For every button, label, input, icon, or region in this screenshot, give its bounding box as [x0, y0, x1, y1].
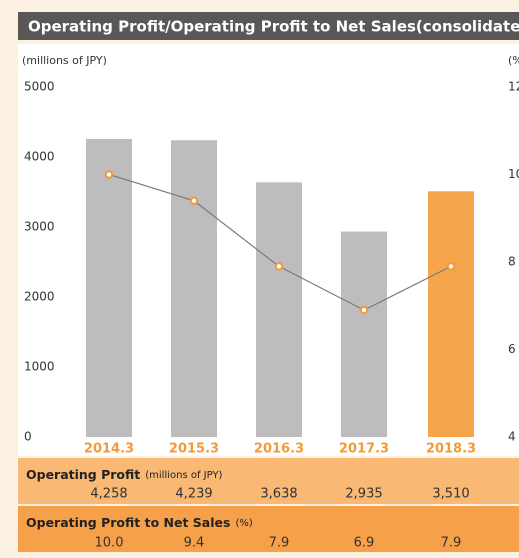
- y-tick-label: 1000: [24, 360, 55, 374]
- value-label: 4,258: [90, 487, 127, 502]
- y-tick-label: 2000: [24, 290, 55, 304]
- x-tick-label: 2015.3: [169, 442, 219, 457]
- series-unit: (millions of JPY): [145, 470, 222, 481]
- line-marker: [104, 170, 114, 179]
- y-axis-label: (millions of JPY): [22, 54, 107, 67]
- row-label: Operating Profit to Net Sales (%): [26, 515, 253, 530]
- row-band: [18, 458, 519, 504]
- y-tick-label: 5000: [24, 80, 55, 94]
- bar: [428, 191, 474, 437]
- y2-tick-label: 12: [508, 80, 519, 94]
- y2-tick-label: 6: [508, 342, 516, 356]
- x-tick-label: 2017.3: [339, 442, 389, 457]
- row-label: Operating Profit (millions of JPY): [26, 467, 223, 482]
- value-label: 3,638: [260, 487, 297, 502]
- value-label: 6.9: [354, 536, 375, 551]
- value-label: 10.0: [95, 536, 124, 551]
- y-tick-label: 3000: [24, 220, 55, 234]
- y2-tick-label: 10: [508, 167, 519, 181]
- line-marker: [274, 262, 284, 271]
- line-marker: [359, 305, 369, 315]
- series-unit: (%): [235, 518, 252, 529]
- bar: [171, 140, 217, 437]
- x-tick-label: 2018.3: [426, 442, 476, 457]
- y-tick-label: 0: [24, 430, 32, 444]
- x-tick-label: 2016.3: [254, 442, 304, 457]
- line-marker: [446, 262, 456, 271]
- series-name: Operating Profit to Net Sales: [26, 515, 230, 530]
- bar: [341, 231, 387, 437]
- value-label: 4,239: [175, 487, 212, 502]
- chart-title: Operating Profit/Operating Profit to Net…: [28, 18, 519, 36]
- y-tick-label: 4000: [24, 150, 55, 164]
- bar: [256, 182, 302, 437]
- y2-tick-label: 8: [508, 255, 516, 269]
- row-band: [18, 506, 519, 552]
- value-label: 3,510: [432, 487, 469, 502]
- line-marker: [189, 196, 199, 205]
- value-label: 9.4: [184, 536, 205, 551]
- value-label: 2,935: [345, 487, 382, 502]
- y2-tick-label: 4: [508, 430, 516, 444]
- value-label: 7.9: [441, 536, 462, 551]
- title-bar: [18, 12, 519, 40]
- y2-axis-label: (%: [508, 54, 519, 67]
- value-label: 7.9: [269, 536, 290, 551]
- x-tick-label: 2014.3: [84, 442, 134, 457]
- series-name: Operating Profit: [26, 467, 140, 482]
- bar: [86, 138, 132, 437]
